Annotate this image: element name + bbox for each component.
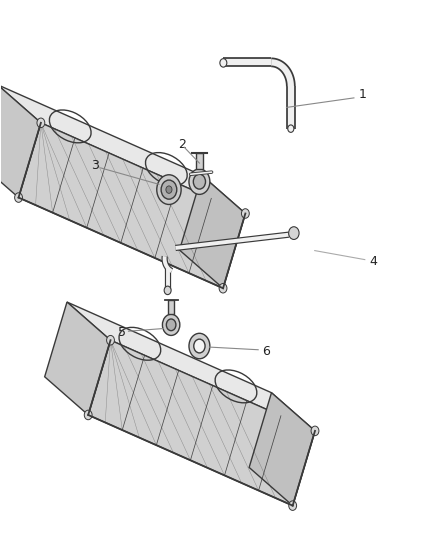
Polygon shape: [0, 85, 245, 214]
Circle shape: [189, 169, 210, 195]
Text: 5: 5: [118, 326, 127, 340]
Text: 3: 3: [91, 159, 99, 172]
Circle shape: [289, 501, 297, 511]
Circle shape: [288, 125, 294, 132]
Circle shape: [166, 319, 176, 330]
Text: 6: 6: [262, 345, 270, 358]
Circle shape: [14, 193, 22, 203]
Circle shape: [193, 174, 205, 189]
Circle shape: [194, 339, 205, 353]
Circle shape: [162, 314, 180, 335]
Circle shape: [241, 209, 249, 219]
Polygon shape: [196, 153, 203, 169]
Circle shape: [189, 333, 210, 359]
Polygon shape: [180, 175, 245, 288]
Circle shape: [84, 410, 92, 419]
Polygon shape: [88, 340, 315, 506]
Circle shape: [219, 284, 227, 293]
Text: 2: 2: [178, 138, 186, 151]
Text: 1: 1: [358, 87, 366, 101]
Circle shape: [161, 180, 177, 199]
Polygon shape: [168, 301, 174, 314]
Circle shape: [289, 227, 299, 239]
Circle shape: [166, 186, 172, 193]
Circle shape: [164, 286, 171, 295]
Circle shape: [220, 59, 227, 67]
Polygon shape: [18, 123, 245, 288]
Circle shape: [106, 335, 114, 345]
Circle shape: [37, 118, 45, 127]
Polygon shape: [0, 85, 41, 198]
Circle shape: [157, 175, 181, 205]
Circle shape: [311, 426, 319, 435]
Polygon shape: [249, 393, 315, 506]
Polygon shape: [67, 302, 315, 431]
Polygon shape: [45, 302, 110, 415]
Text: 4: 4: [369, 255, 377, 268]
